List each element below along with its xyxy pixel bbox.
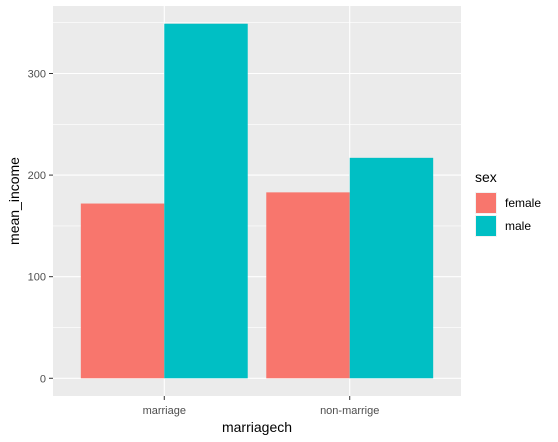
x-axis-title: marriagech [222,419,292,435]
legend-title: sex [475,169,497,185]
y-axis: 0 100 200 300 [28,69,53,385]
bar-male-marriage [164,23,248,379]
x-tick-label: non-marrige [320,405,379,417]
legend-key-male [476,216,496,236]
legend-label-male: male [505,219,531,233]
y-tick-label: 100 [28,272,46,284]
bar-female-non-marrige [266,192,350,379]
bar-female-marriage [80,203,165,379]
y-tick-label: 300 [28,69,46,81]
legend-label-female: female [505,196,541,210]
legend: sex female male [475,169,541,237]
x-tick-label: marriage [143,405,186,417]
y-tick-label: 200 [28,170,46,182]
bar-male-non-marrige [349,157,434,379]
y-tick-label: 0 [40,373,46,385]
x-axis: marriage non-marrige [143,396,379,417]
legend-key-female [476,193,496,213]
bars [80,23,434,379]
y-axis-title: mean_income [6,157,22,245]
